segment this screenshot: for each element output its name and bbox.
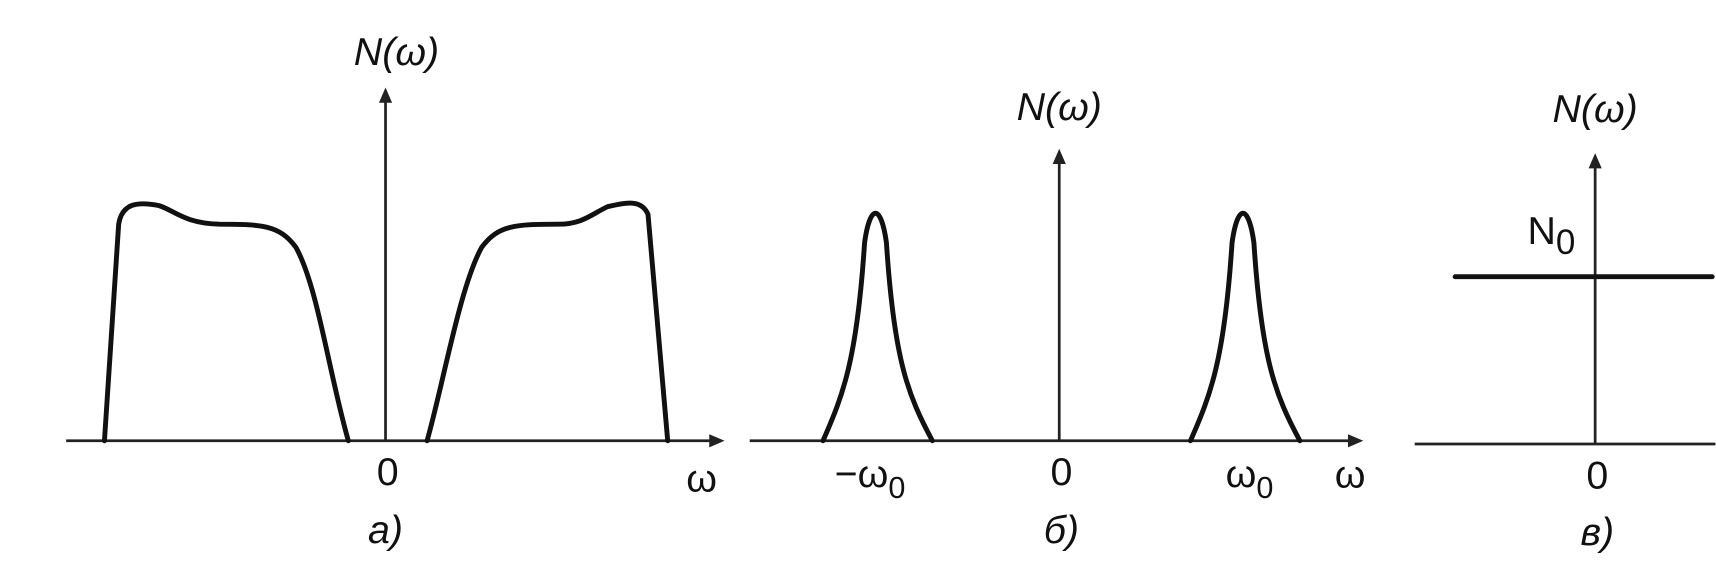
y-arrow xyxy=(378,87,393,103)
x-arrow xyxy=(1347,434,1364,448)
x-label: ω xyxy=(1335,452,1366,496)
caption: а) xyxy=(368,508,403,552)
origin-label: 0 xyxy=(377,450,399,494)
x-arrow xyxy=(709,434,725,448)
origin-label: 0 xyxy=(1586,453,1608,497)
neg-marker: −ω0 xyxy=(835,452,906,505)
panel-b: N(ω) 0 ω −ω0 ω0 б) xyxy=(749,85,1366,552)
panel-c: N(ω) N0 0 в) xyxy=(1414,87,1716,554)
spectrum-right xyxy=(424,200,671,444)
spectrum-left xyxy=(101,201,351,444)
y-label: N(ω) xyxy=(354,30,439,74)
peak-positive xyxy=(1188,210,1303,444)
y-label: N(ω) xyxy=(1552,87,1637,131)
caption: б) xyxy=(1044,508,1079,552)
y-arrow xyxy=(1052,148,1066,165)
peak-negative xyxy=(820,210,935,444)
x-label: ω xyxy=(686,457,717,501)
y-arrow xyxy=(1588,153,1602,169)
origin-label: 0 xyxy=(1050,450,1072,494)
panel-a: N(ω) 0 ω а) xyxy=(66,30,725,552)
caption: в) xyxy=(1581,510,1615,554)
pos-marker: ω0 xyxy=(1226,452,1274,505)
y-label: N(ω) xyxy=(1017,85,1102,129)
level-label: N0 xyxy=(1527,209,1575,262)
